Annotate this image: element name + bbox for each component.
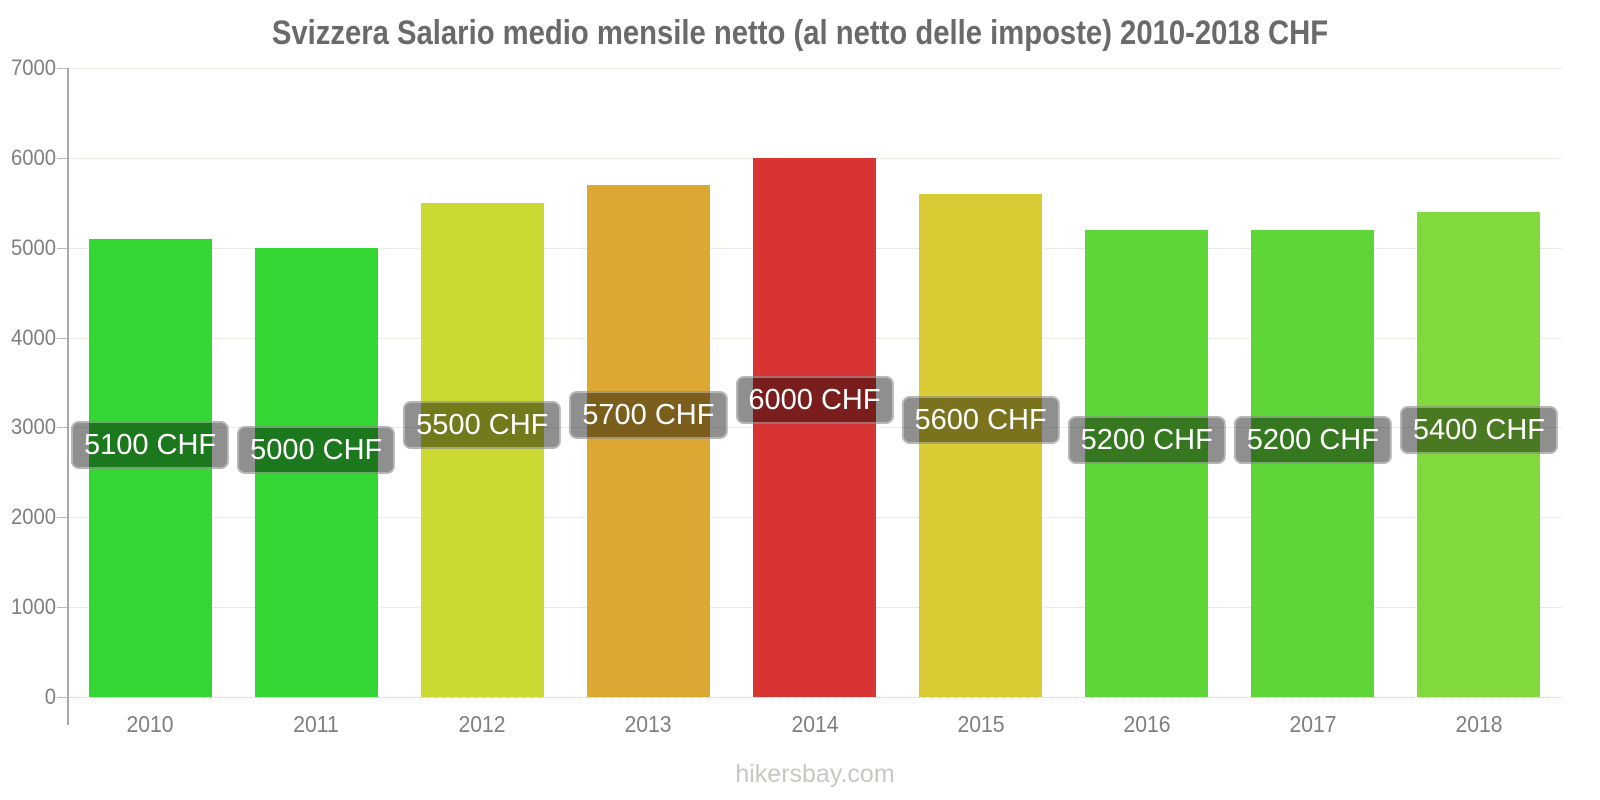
y-tick-label-3000: 3000 (10, 414, 56, 440)
x-tick-label-2010: 2010 (126, 711, 174, 737)
value-label-2012: 5500 CHF (403, 401, 562, 450)
bar-2014 (753, 157, 876, 697)
value-label-2013: 5700 CHF (569, 391, 728, 440)
x-tick-label-2011: 2011 (293, 711, 339, 737)
chart-title: Svizzera Salario medio mensile netto (al… (271, 14, 1329, 52)
x-tick-label-2012: 2012 (458, 711, 506, 737)
value-label-2011: 5000 CHF (237, 425, 396, 474)
bar-2017 (1251, 229, 1375, 697)
y-tick-label-4000: 4000 (10, 324, 56, 350)
y-tick-label-2000: 2000 (10, 504, 56, 530)
x-tick-label-2014: 2014 (790, 711, 839, 737)
y-tick-5000 (57, 247, 67, 249)
bar-2018 (1417, 211, 1541, 697)
y-axis-line (67, 68, 69, 725)
x-axis-line (67, 697, 1562, 698)
y-tick-label-0: 0 (44, 684, 56, 709)
value-label-2014: 6000 CHF (735, 376, 894, 425)
y-tick-1000 (57, 607, 67, 609)
value-label-2016: 5200 CHF (1067, 416, 1226, 464)
bar-2015 (919, 193, 1043, 697)
y-tick-7000 (57, 68, 67, 69)
y-tick-6000 (57, 157, 67, 159)
y-tick-4000 (57, 337, 67, 339)
y-tick-3000 (57, 427, 67, 429)
watermark: hikersbay.com (735, 760, 895, 788)
bar-2012 (420, 202, 544, 697)
x-tick-label-2017: 2017 (1289, 711, 1337, 737)
y-tick-label-7000: 7000 (10, 55, 56, 80)
y-tick-label-5000: 5000 (10, 234, 56, 260)
value-label-2010: 5100 CHF (70, 420, 230, 469)
gridline-7000 (57, 68, 1562, 69)
x-tick-label-2018: 2018 (1455, 711, 1503, 737)
value-label-2015: 5600 CHF (901, 396, 1060, 445)
bar-2010 (88, 238, 212, 697)
bar-2016 (1085, 229, 1209, 697)
bar-2011 (254, 247, 378, 697)
y-tick-label-6000: 6000 (10, 144, 56, 170)
y-tick-label-1000: 1000 (10, 594, 56, 620)
value-label-2017: 5200 CHF (1233, 416, 1392, 464)
y-tick-0 (57, 697, 67, 698)
bar-2013 (586, 184, 710, 697)
x-tick-label-2013: 2013 (624, 711, 672, 737)
y-tick-2000 (57, 517, 67, 519)
value-label-2018: 5400 CHF (1399, 406, 1559, 455)
x-tick-label-2015: 2015 (957, 711, 1005, 737)
x-tick-label-2016: 2016 (1123, 711, 1171, 737)
